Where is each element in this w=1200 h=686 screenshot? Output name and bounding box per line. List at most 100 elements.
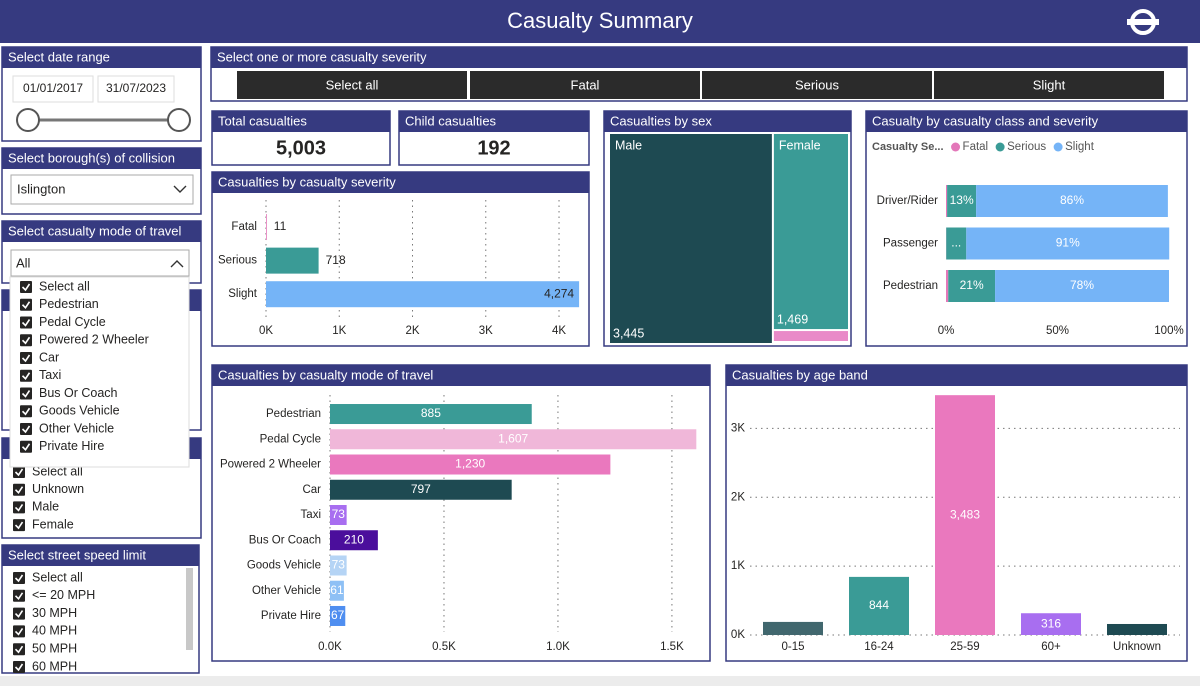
bar-segment (976, 185, 1168, 217)
checkbox[interactable] (20, 298, 32, 311)
y-tick-label: Pedestrian (883, 280, 938, 292)
dropdown[interactable] (10, 249, 190, 277)
check-mark (21, 390, 31, 398)
checkbox[interactable] (13, 625, 25, 638)
data-label: 844 (869, 598, 889, 612)
scrollbar[interactable] (186, 568, 193, 650)
checkbox[interactable] (13, 501, 25, 514)
data-label: 86% (1060, 193, 1084, 207)
checkbox[interactable] (13, 589, 25, 602)
bar (1107, 623, 1167, 635)
filter-button[interactable] (470, 71, 700, 99)
filter-button[interactable] (702, 71, 932, 99)
checkbox[interactable] (20, 352, 32, 364)
data-label: ... (951, 236, 961, 250)
checkbox-label: Select all (32, 570, 83, 584)
check-mark (21, 301, 31, 310)
checkbox[interactable] (20, 334, 32, 347)
x-tick-label: 4K (552, 325, 566, 337)
checkbox[interactable] (13, 519, 25, 532)
panel-header (211, 47, 1187, 68)
page-title: Casualty Summary (507, 8, 693, 33)
date-input[interactable] (97, 75, 175, 103)
check-mark (14, 645, 24, 654)
date-input[interactable] (12, 75, 94, 103)
checkbox[interactable] (20, 423, 32, 435)
check-mark (14, 503, 24, 512)
checkbox-label: 30 MPH (32, 606, 77, 620)
data-label: 3,445 (613, 326, 644, 340)
legend-marker (1053, 142, 1063, 152)
checkbox[interactable] (20, 316, 32, 329)
slider-handle[interactable] (16, 108, 40, 132)
legend-marker (951, 142, 961, 152)
checkbox[interactable] (13, 483, 25, 496)
checkbox-label: Private Hire (39, 439, 104, 453)
filter-button-label: Fatal (571, 77, 600, 92)
checkbox-label: <= 20 MPH (32, 588, 95, 602)
dropdown[interactable] (10, 174, 194, 205)
checkbox-label: Female (32, 517, 74, 531)
data-label: 67 (331, 608, 345, 622)
date-end: 31/07/2023 (106, 81, 166, 95)
x-tick-label: 1K (332, 325, 346, 337)
filter-button[interactable] (237, 71, 467, 99)
checkbox[interactable] (13, 661, 25, 673)
filter-button[interactable] (934, 71, 1164, 99)
dropdown-list (9, 276, 190, 468)
data-label: 1,469 (777, 312, 808, 326)
check-mark (21, 319, 31, 327)
y-tick-label: Powered 2 Wheeler (220, 459, 321, 471)
legend-label: Serious (1007, 141, 1046, 153)
checkbox[interactable] (13, 572, 25, 584)
checkbox[interactable] (20, 281, 32, 293)
checkbox[interactable] (20, 440, 32, 453)
panel-header (399, 111, 589, 132)
slider-handle[interactable] (167, 108, 191, 132)
bar (330, 505, 347, 525)
dropdown-value: All (16, 255, 31, 270)
x-tick-label: 1.0K (546, 641, 570, 653)
check-mark (21, 425, 31, 434)
bar (266, 247, 319, 274)
x-tick-label: 25-59 (950, 641, 979, 653)
data-label: 1,230 (455, 457, 485, 471)
y-tick-label: Other Vehicle (252, 585, 321, 597)
data-label: 78% (1070, 278, 1094, 292)
data-label: 61 (330, 583, 344, 597)
panel-title: Child casualties (405, 113, 497, 128)
check-mark (21, 407, 31, 416)
y-tick-label: 3K (731, 422, 745, 434)
checkbox[interactable] (13, 466, 25, 478)
checkbox-label: Male (32, 500, 59, 514)
check-mark (21, 336, 31, 345)
header-bar (0, 0, 1200, 43)
checkbox[interactable] (20, 405, 32, 418)
checkbox-label: Other Vehicle (39, 421, 114, 435)
checkbox[interactable] (20, 369, 32, 382)
checkbox[interactable] (13, 607, 25, 620)
bar (330, 479, 512, 500)
chevron (173, 185, 187, 193)
x-tick-label: 1.5K (660, 641, 684, 653)
bar (330, 580, 344, 601)
date-start: 01/01/2017 (23, 81, 83, 95)
panel-header (866, 111, 1187, 132)
data-label: 73 (332, 558, 346, 572)
check-mark (14, 486, 24, 494)
bar (330, 530, 378, 551)
y-tick-label: 1K (731, 560, 745, 572)
panel-title: Casualties by age band (732, 367, 868, 382)
chevron (170, 260, 184, 268)
x-tick-label: 60+ (1041, 641, 1061, 653)
y-tick-label: Taxi (301, 509, 321, 521)
x-tick-label: 0-15 (781, 641, 804, 653)
checkbox-label: Pedal Cycle (39, 315, 106, 329)
logo (1127, 9, 1159, 35)
checkbox[interactable] (20, 387, 32, 400)
bar (935, 395, 995, 635)
panel-title: Casualties by casualty mode of travel (218, 367, 433, 382)
checkbox[interactable] (13, 643, 25, 656)
y-tick-label: Serious (218, 255, 257, 267)
check-mark (14, 610, 24, 618)
